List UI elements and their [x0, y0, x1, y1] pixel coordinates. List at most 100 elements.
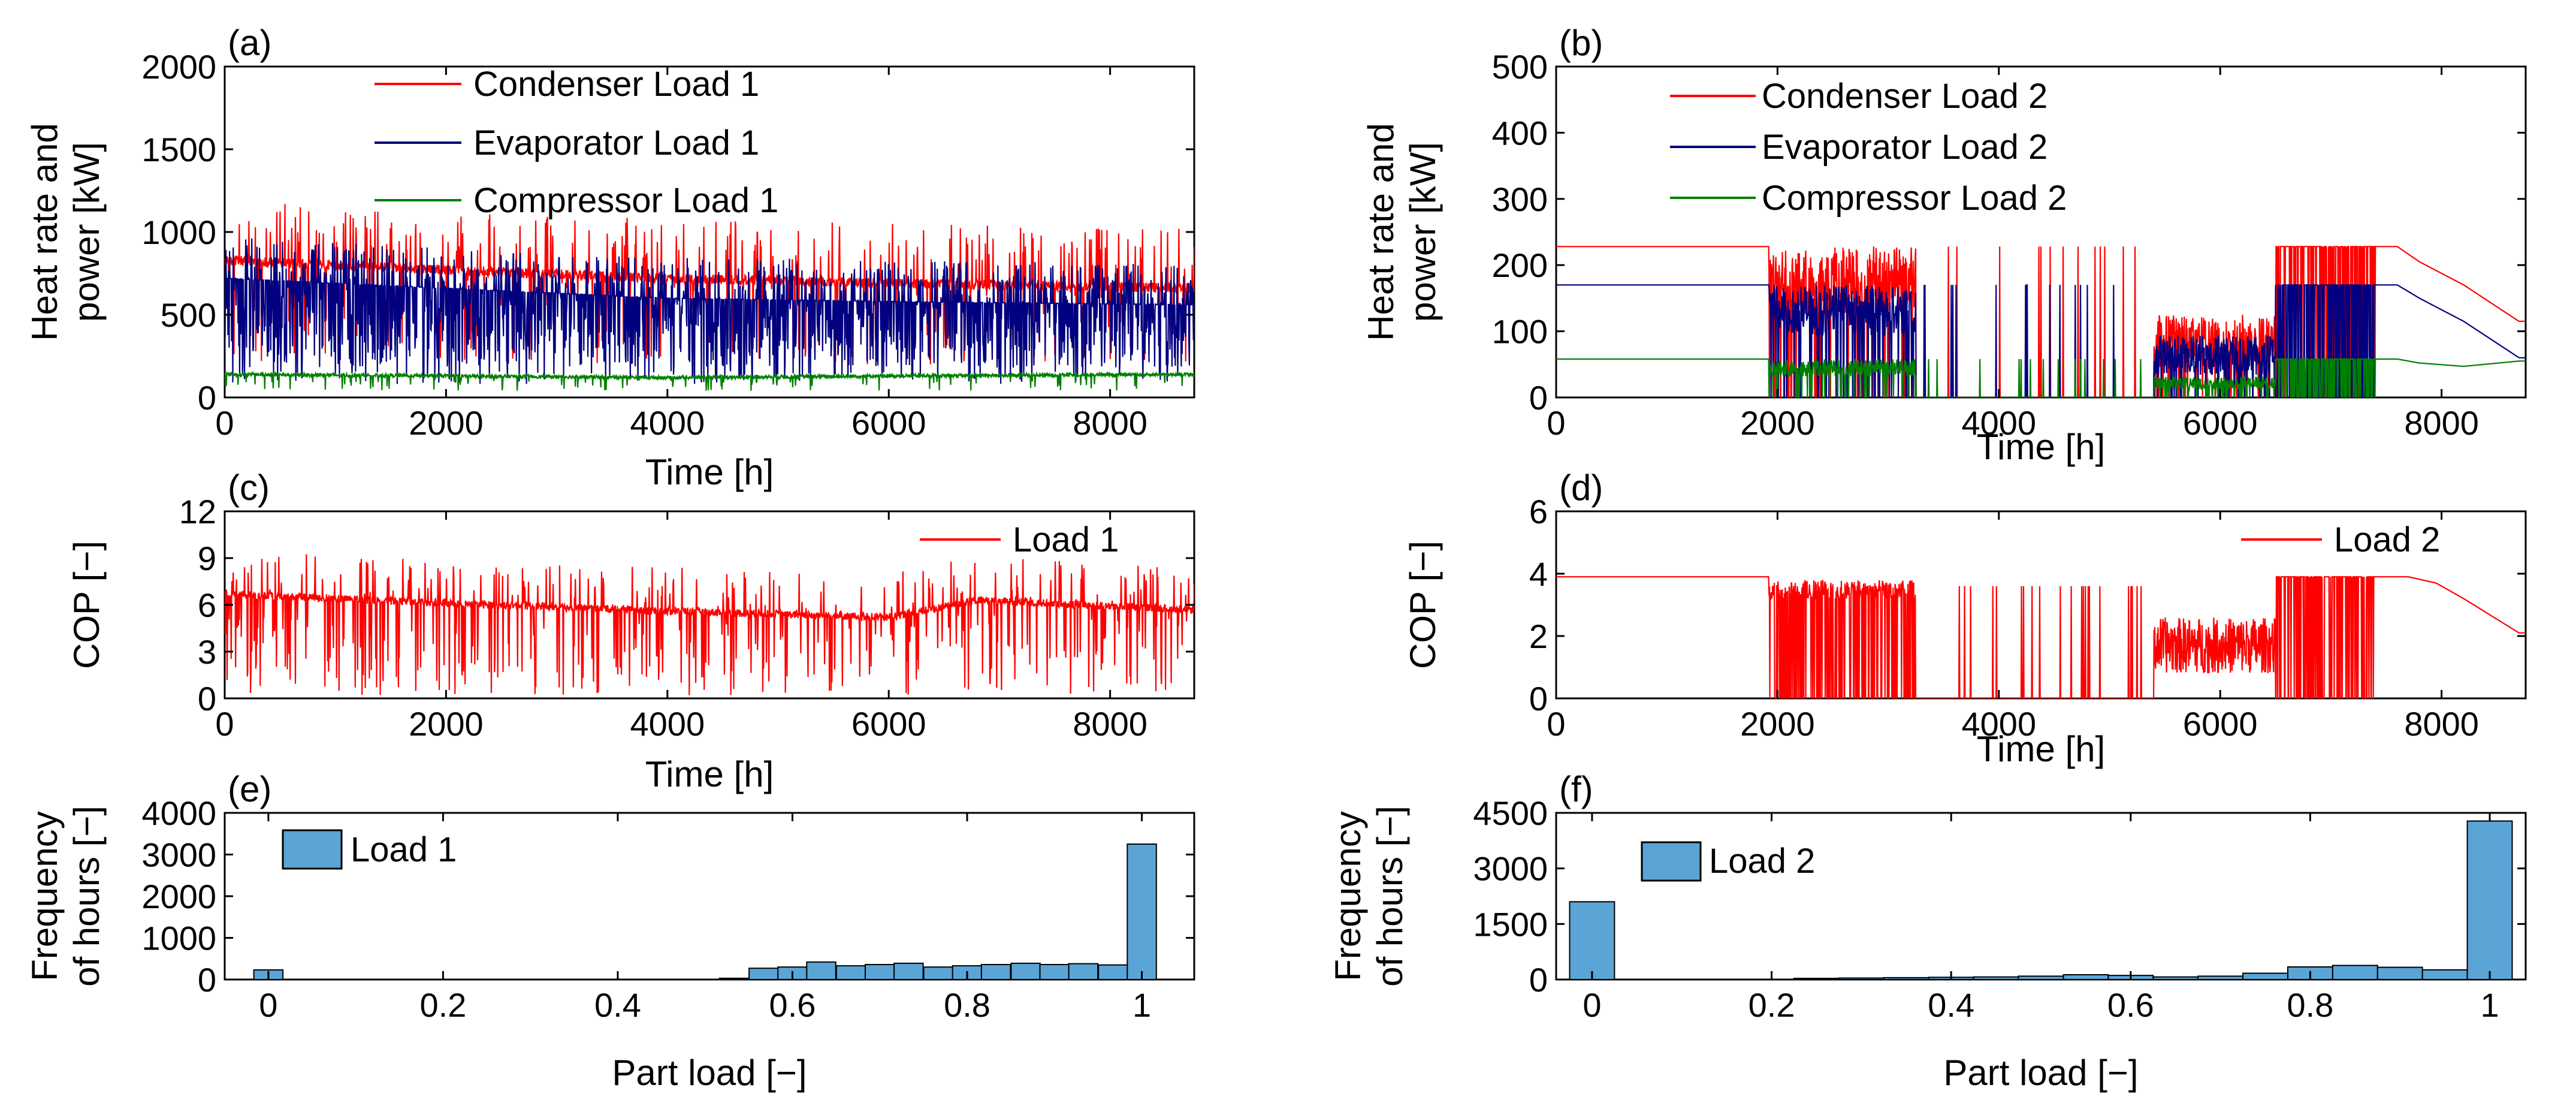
x-tick-label: 1: [1133, 986, 1151, 1024]
y-tick-label: 1500: [1473, 905, 1548, 943]
histogram-bar: [748, 968, 779, 980]
histogram-bar: [2242, 972, 2289, 980]
y-tick-label: 12: [179, 493, 216, 531]
histogram-bar: [1039, 964, 1070, 980]
legend-swatch-load-1-hist: [282, 829, 343, 870]
x-tick-label: 2000: [409, 404, 484, 442]
y-tick-label: 3000: [141, 836, 216, 874]
x-tick-label: 0.2: [1748, 986, 1795, 1024]
x-tick-label: 0: [215, 705, 234, 743]
y-axis-label-d: COP [−]: [1403, 541, 1443, 669]
x-tick-label: 0.2: [419, 986, 466, 1024]
legend-label-load-2-cop: Load 2: [2334, 520, 2440, 559]
legend-label-evaporator-load-2: Evaporator Load 2: [1762, 128, 2047, 167]
panel-e: 0 0.2 0.4 0.6 0.8 1 0 1000 2000 3000 4000 (e) Part…: [25, 769, 1195, 1093]
x-tick-label: 1: [2480, 986, 2499, 1024]
axes-b: 0 2000 4000 6000 8000 0 100 200 300 400 500: [1492, 48, 2526, 442]
histogram-bar: [1883, 977, 1929, 981]
histogram-bar: [1793, 978, 1840, 980]
legend-label-condenser-load-2: Condenser Load 2: [1762, 77, 2047, 116]
x-tick-label: 8000: [1073, 404, 1147, 442]
histogram-bar: [893, 962, 924, 981]
panel-d: 0 2000 4000 6000 8000 0 2 4 6 (d) Time [h] COP […: [1403, 468, 2527, 769]
legend-b: Condenser Load 2 Evaporator Load 2 Compr…: [1670, 77, 2067, 218]
histogram-bar: [2152, 976, 2199, 980]
x-tick-label: 6000: [851, 404, 926, 442]
series-lines-c: [225, 554, 1194, 695]
y-tick-label: 4: [1529, 555, 1548, 593]
plot-area-f: [1555, 812, 2527, 981]
series-line-compressor-load-1-a: [225, 370, 1194, 391]
y-tick-label: 0: [198, 961, 216, 999]
x-tick-label: 2000: [409, 705, 484, 743]
x-tick-label: 0: [1583, 986, 1601, 1024]
histogram-bar: [1838, 977, 1885, 980]
y-tick-label: 2000: [141, 878, 216, 915]
axes-a: 0 2000 4000 6000 8000 0 500 1000 1500 2000: [141, 48, 1194, 442]
x-tick-label: 4000: [1962, 705, 2037, 743]
legend-d: Load 2: [2241, 520, 2440, 559]
histogram-bar: [718, 977, 749, 981]
y-tick-label: 6: [198, 586, 216, 624]
legend-label-load-1-hist: Load 1: [351, 830, 457, 869]
y-tick-label: 9: [198, 540, 216, 577]
histogram-bar: [1569, 901, 1615, 981]
y-tick-label: 2000: [141, 48, 216, 86]
series-line-load-1-c: [225, 554, 1194, 695]
legend-label-compressor-load-2: Compressor Load 2: [1762, 179, 2067, 218]
panel-label-b: (b): [1559, 23, 1603, 63]
y-tick-label: 6: [1529, 493, 1548, 531]
x-tick-label: 0: [1547, 705, 1565, 743]
x-axis-label-a: Time [h]: [645, 452, 774, 492]
histogram-bar: [806, 961, 836, 981]
y-axis-label-a-line2: power [kW]: [67, 142, 107, 322]
x-tick-label: 0: [215, 404, 234, 442]
y-tick-label: 500: [161, 296, 216, 334]
x-tick-label: 0.4: [1928, 986, 1974, 1024]
y-tick-label: 0: [1529, 379, 1548, 417]
y-tick-label: 1500: [141, 131, 216, 168]
y-tick-label: 2: [1529, 617, 1548, 655]
legend-e: Load 1: [282, 829, 457, 870]
series-lines-b: [1556, 246, 2526, 397]
x-tick-label: 8000: [1073, 705, 1147, 743]
x-tick-label: 0: [1547, 404, 1565, 442]
plot-area-e: [224, 812, 1195, 981]
y-tick-label: 500: [1492, 48, 1548, 86]
x-tick-label: 8000: [2404, 705, 2479, 743]
x-axis-label-f: Part load [−]: [1943, 1053, 2138, 1093]
x-axis-label-c: Time [h]: [645, 754, 774, 794]
x-tick-label: 0.8: [2287, 986, 2334, 1024]
axes-d: 0 2000 4000 6000 8000 0 2 4 6: [1529, 493, 2526, 743]
histogram-bar: [2018, 975, 2064, 981]
y-tick-label: 4000: [141, 794, 216, 832]
series-lines-a: [225, 204, 1194, 391]
histogram-bar: [1973, 976, 2019, 980]
y-tick-label: 1000: [141, 213, 216, 251]
y-axis-label-c: COP [−]: [67, 541, 107, 669]
y-tick-label: 300: [1492, 180, 1548, 218]
y-tick-label: 4500: [1473, 794, 1548, 832]
y-tick-label: 1000: [141, 920, 216, 957]
y-tick-label: 100: [1492, 313, 1548, 351]
series-line-evaporator-load-1-a: [225, 238, 1194, 384]
y-tick-label: 0: [198, 379, 216, 417]
y-tick-label: 3: [198, 633, 216, 671]
y-tick-label: 0: [198, 680, 216, 718]
x-axis-label-e: Part load [−]: [612, 1053, 807, 1093]
series-line-compressor-load-2-b: [1556, 358, 2526, 397]
x-tick-label: 6000: [851, 705, 926, 743]
y-axis-label-a-line1: Heat rate and: [25, 123, 65, 341]
histogram-bar: [1098, 964, 1128, 980]
legend-label-evaporator-load-1: Evaporator Load 1: [473, 123, 759, 162]
histogram-bar: [1010, 962, 1041, 981]
series-line-evaporator-load-2-b: [1556, 284, 2526, 397]
legend-a: Condenser Load 1 Evaporator Load 1 Compr…: [375, 65, 778, 220]
y-axis-label-b-line2: power [kW]: [1403, 142, 1443, 322]
x-tick-label: 4000: [630, 705, 705, 743]
legend-swatch-load-2-hist: [1641, 841, 1702, 882]
histogram-bar: [2376, 966, 2423, 980]
histogram-bars-f: [1569, 820, 2513, 981]
y-tick-label: 200: [1492, 246, 1548, 284]
